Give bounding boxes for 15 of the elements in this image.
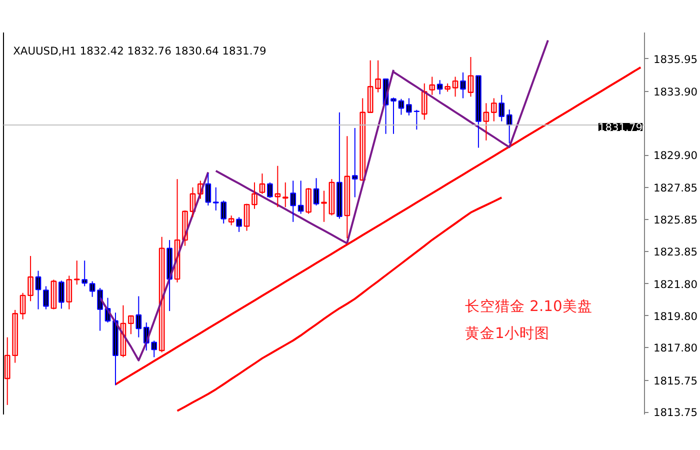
y-tick-label: 1819.80 — [654, 310, 698, 323]
annotation: 黄金1小时图 — [465, 324, 550, 342]
y-tick-label: 1823.85 — [654, 245, 698, 258]
annotation: 长空猎金 2.10美盘 — [465, 298, 592, 316]
y-tick-label: 1833.90 — [654, 85, 698, 98]
y-tick-label: 1825.85 — [654, 214, 698, 227]
y-tick-label: 1817.80 — [654, 342, 698, 355]
y-tick-label: 1829.90 — [654, 149, 698, 162]
y-tick-label: 1835.95 — [654, 52, 698, 66]
y-tick-label: 1827.85 — [654, 182, 698, 195]
y-tick-label: 1815.75 — [654, 374, 698, 388]
y-tick-label: 1813.75 — [654, 406, 698, 420]
ref-line-label: 1831.79 — [598, 120, 643, 134]
y-tick-label: 1821.80 — [654, 278, 698, 291]
annotation: XAUUSD,H1 1832.42 1832.76 1830.64 1831.79 — [13, 44, 266, 58]
